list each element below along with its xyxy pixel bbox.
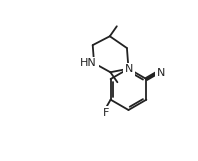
Text: N: N: [125, 65, 133, 75]
Text: N: N: [157, 68, 165, 78]
Text: HN: HN: [80, 58, 97, 68]
Text: F: F: [103, 108, 109, 118]
